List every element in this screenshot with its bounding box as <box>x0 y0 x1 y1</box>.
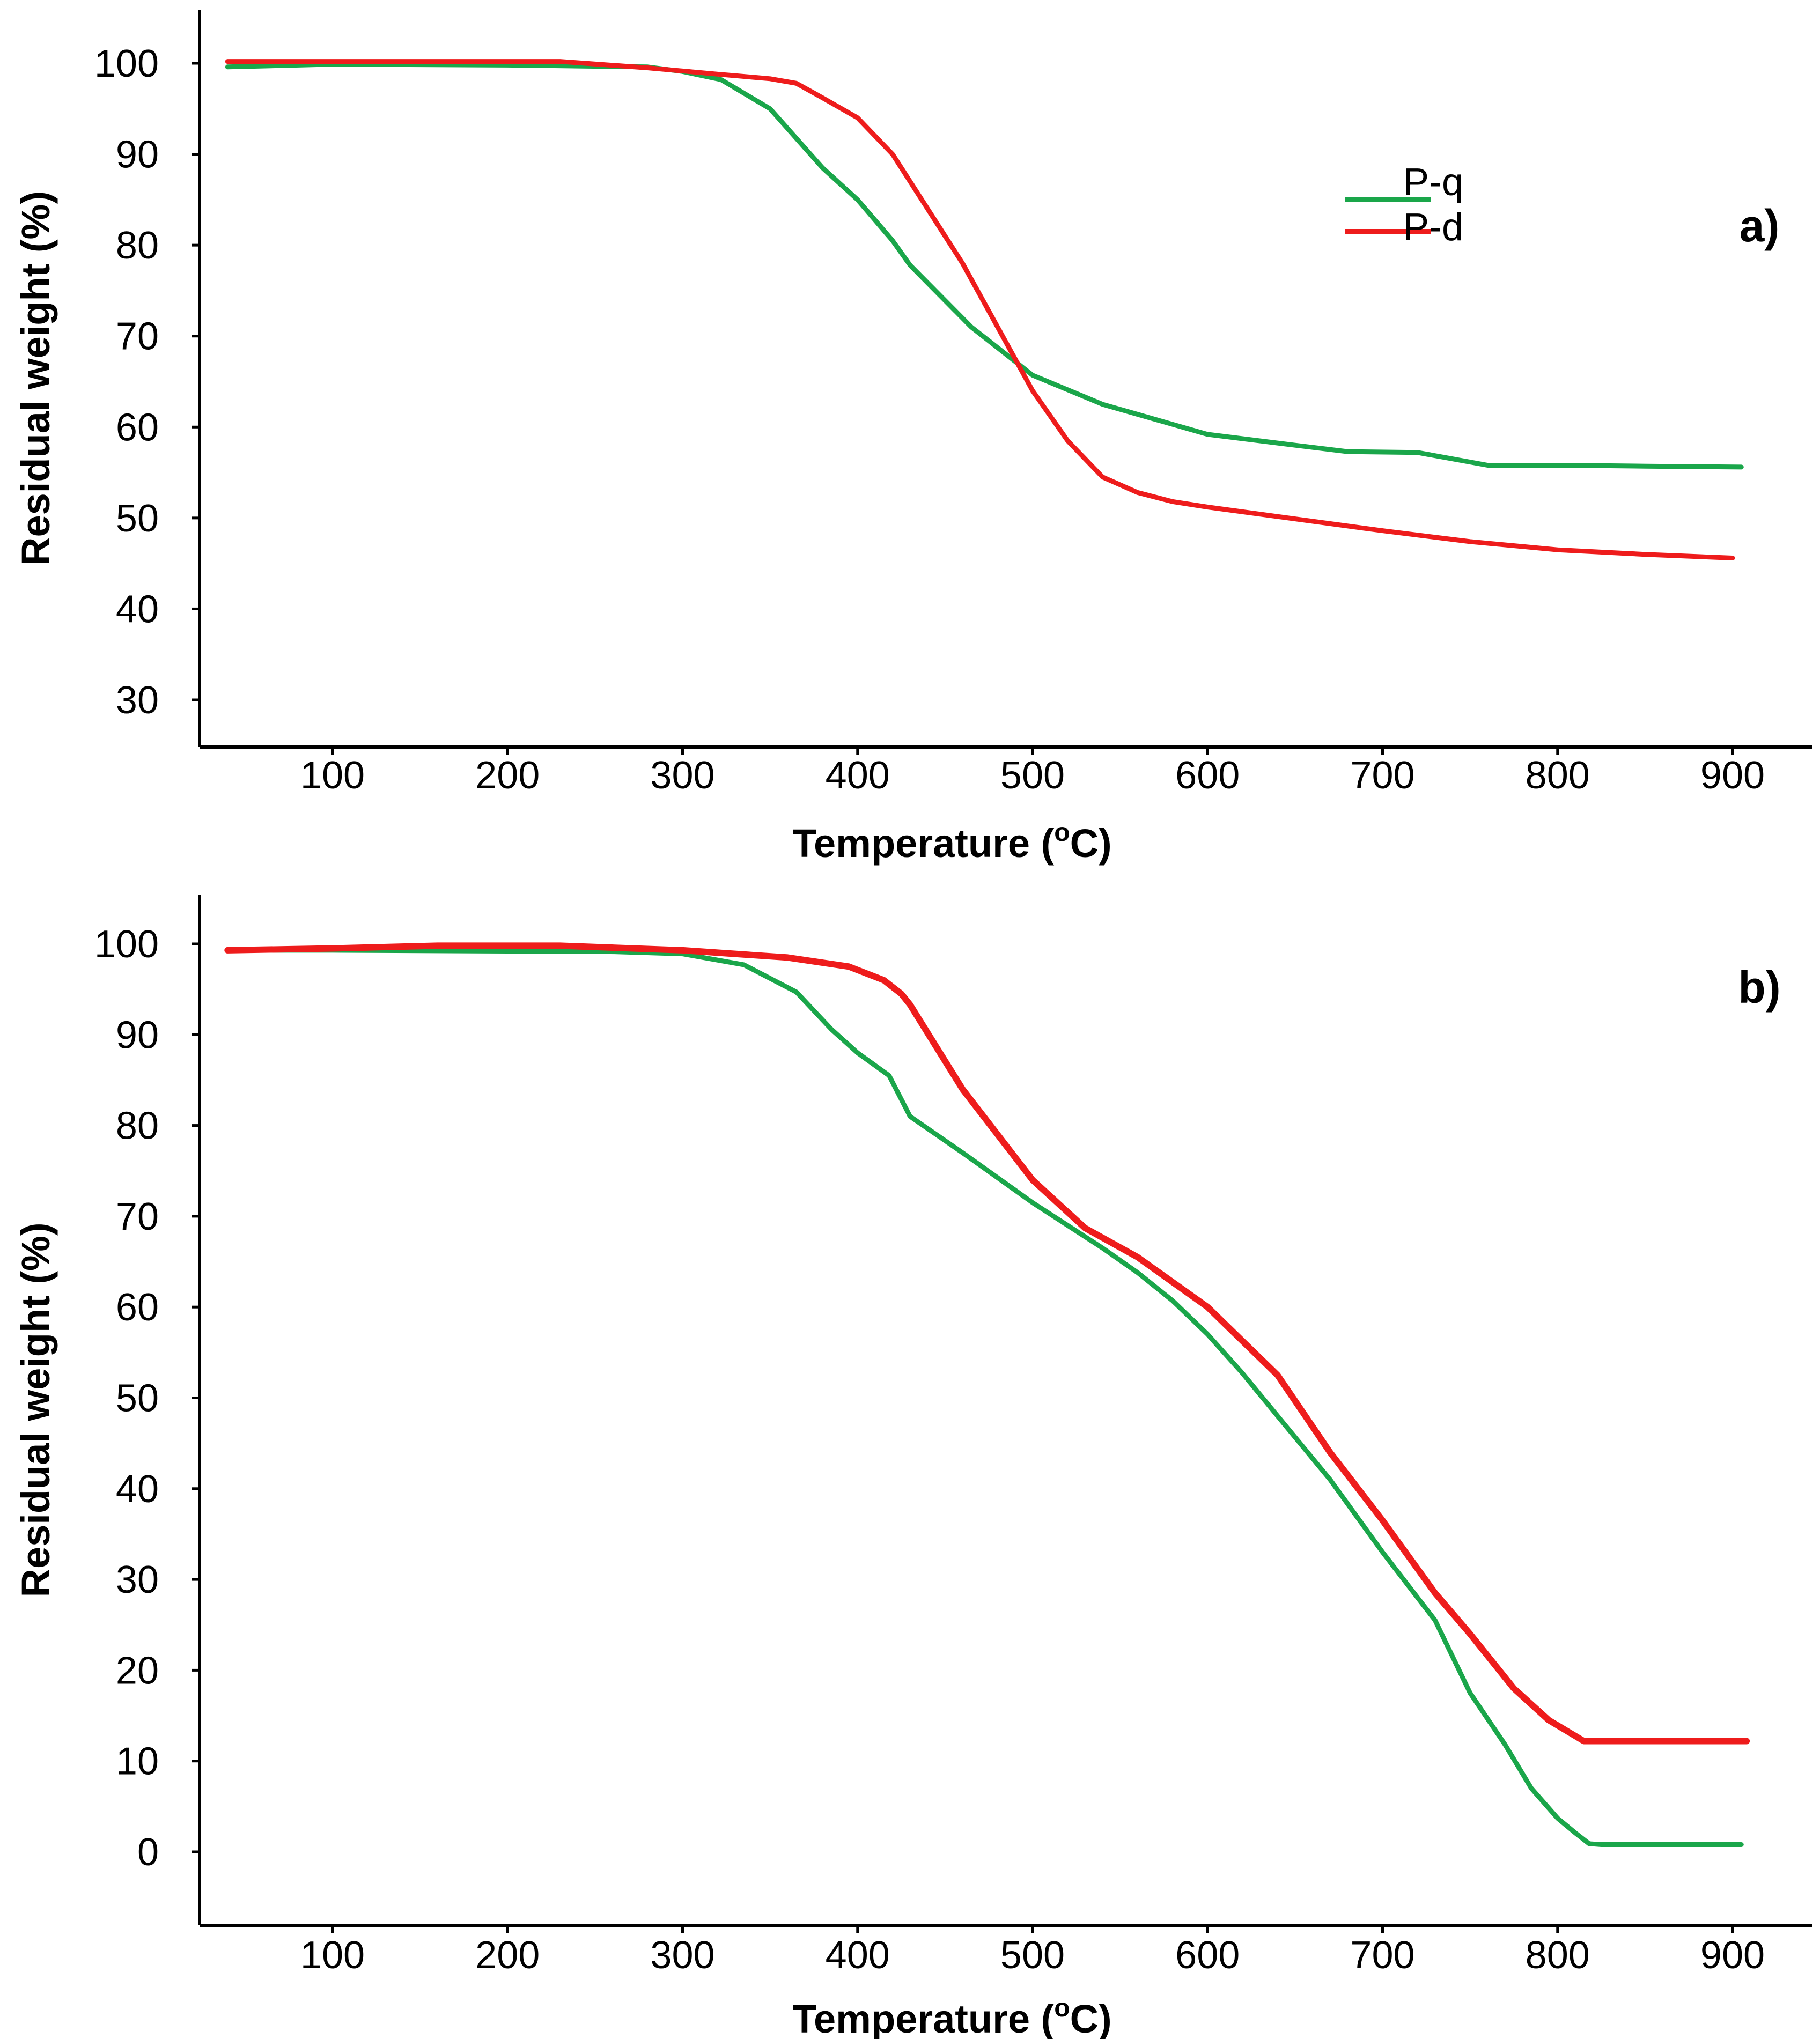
x-tick-label: 500 <box>1000 754 1065 797</box>
x-tick-label: 100 <box>300 754 365 797</box>
x-axis-title-unit: C) <box>1070 821 1112 866</box>
x-tick-label: 200 <box>475 1934 540 1977</box>
x-axis-title-text: Temperature ( <box>792 1997 1054 2039</box>
y-tick-label: 100 <box>94 923 159 966</box>
y-tick-label: 30 <box>116 1558 159 1601</box>
x-tick-label: 300 <box>650 754 714 797</box>
legend-label-p-d: P-d <box>1403 206 1463 249</box>
x-axis-title-unit: C) <box>1070 1997 1112 2039</box>
y-axis-title: Residual weight (%) <box>13 1223 58 1598</box>
x-tick-label: 500 <box>1000 1934 1065 1977</box>
y-tick-label: 50 <box>116 497 159 540</box>
x-tick-label: 800 <box>1526 1934 1590 1977</box>
y-tick-label: 40 <box>116 1468 159 1511</box>
x-axis-title-text: Temperature ( <box>792 821 1054 866</box>
x-tick-label: 100 <box>300 1934 365 1977</box>
legend: P-qP-d <box>1345 161 1463 249</box>
x-axis-title: Temperature (oC) <box>792 1994 1111 2039</box>
x-tick-label: 700 <box>1350 754 1414 797</box>
y-tick-label: 70 <box>116 1195 159 1238</box>
x-axis-title-degree: o <box>1054 818 1070 847</box>
x-tick-label: 900 <box>1700 754 1765 797</box>
y-tick-label: 0 <box>137 1831 159 1874</box>
series-line-p-q <box>225 948 1744 1847</box>
legend-label-p-q: P-q <box>1403 161 1463 204</box>
x-tick-label: 800 <box>1526 754 1590 797</box>
x-axis-title: Temperature (oC) <box>792 818 1111 866</box>
x-tick-label: 700 <box>1350 1934 1414 1977</box>
x-tick-label: 200 <box>475 754 540 797</box>
x-tick-label: 900 <box>1700 1934 1765 1977</box>
y-tick-label: 60 <box>116 1286 159 1329</box>
y-tick-label: 100 <box>94 42 159 85</box>
series-line-p-d <box>224 942 1750 1745</box>
y-tick-label: 50 <box>116 1377 159 1420</box>
x-tick-label: 400 <box>826 754 890 797</box>
x-axis-title-degree: o <box>1054 1994 1070 2022</box>
panel-label: a) <box>1740 201 1780 251</box>
chart-panel-b: 100 200 300 400 500 600 700 800 900 0 10 20 30 40 50 60… <box>13 895 1812 2039</box>
x-tick-label: 600 <box>1175 754 1240 797</box>
series-line-p-d <box>225 59 1735 560</box>
x-tick-label: 400 <box>826 1934 890 1977</box>
x-tick-label: 300 <box>650 1934 714 1977</box>
x-tick-label: 600 <box>1175 1934 1240 1977</box>
y-tick-label: 90 <box>116 134 159 176</box>
y-tick-label: 30 <box>116 679 159 722</box>
y-tick-label: 80 <box>116 224 159 267</box>
y-tick-label: 10 <box>116 1740 159 1783</box>
y-axis-title: Residual weight (%) <box>13 191 58 566</box>
y-tick-label: 20 <box>116 1649 159 1692</box>
chart-panel-a: 100 200 300 400 500 600 700 800 900 30 40 50 60 70 80 9… <box>13 10 1812 866</box>
y-tick-label: 60 <box>116 406 159 449</box>
y-tick-label: 70 <box>116 315 159 358</box>
y-tick-label: 40 <box>116 588 159 631</box>
y-tick-label: 80 <box>116 1105 159 1148</box>
y-tick-label: 90 <box>116 1014 159 1057</box>
panel-label: b) <box>1738 962 1780 1013</box>
